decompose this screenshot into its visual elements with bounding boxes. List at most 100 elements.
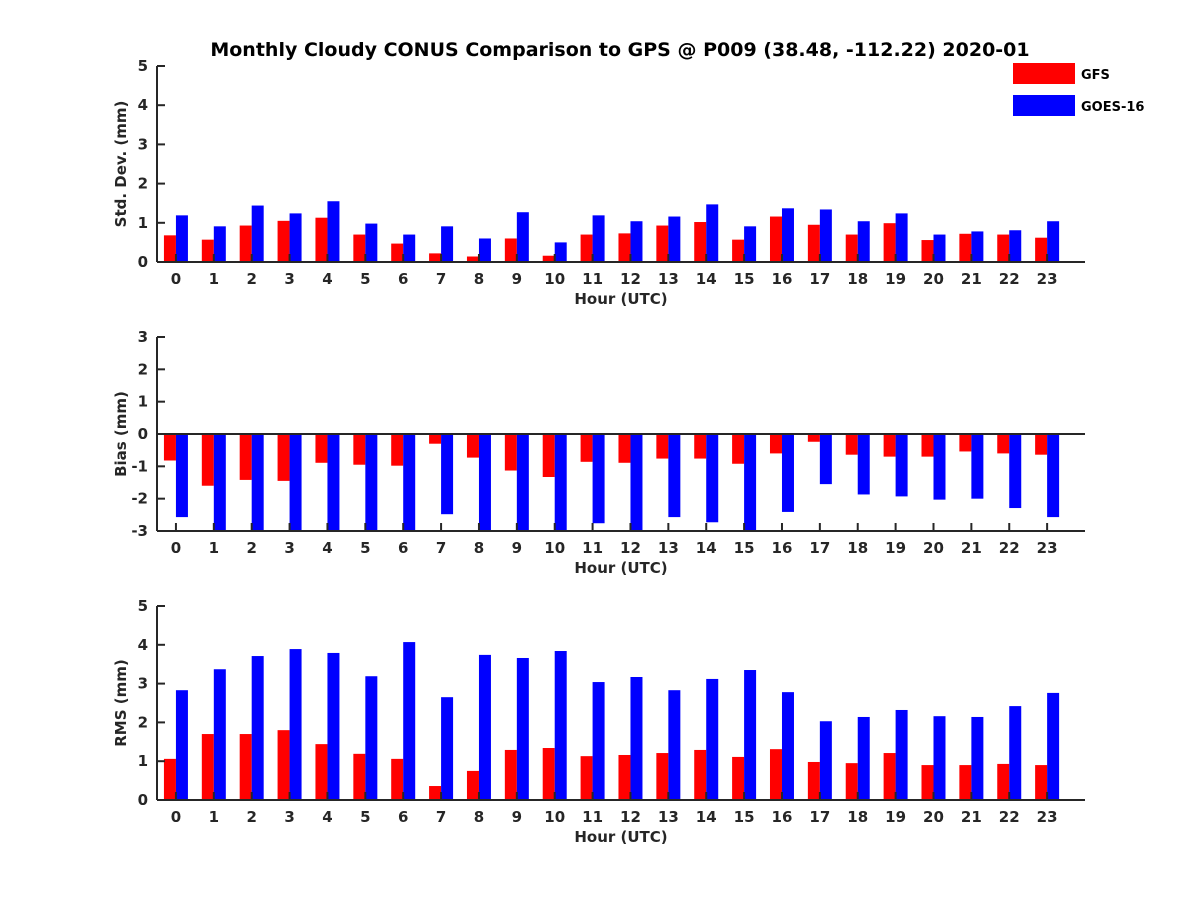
bar-gfs-0: [163, 758, 176, 800]
bar-gfs-15: [732, 756, 745, 800]
x-tick-label: 5: [360, 270, 370, 288]
x-tick-label: 9: [512, 808, 522, 826]
y-tick-label: 0: [138, 791, 148, 809]
y-tick-label: 3: [138, 675, 148, 693]
x-tick-label: 1: [209, 270, 219, 288]
bar-gfs-22: [997, 234, 1010, 262]
bar-goes-16-16: [781, 208, 794, 262]
bar-gfs-23: [1035, 237, 1048, 262]
bar-goes-16-7: [441, 697, 454, 800]
bar-goes-16-2: [251, 434, 264, 531]
bar-goes-16-20: [933, 716, 946, 800]
x-tick-label: 19: [885, 539, 906, 557]
bar-goes-16-18: [857, 221, 870, 262]
x-tick-label: 21: [961, 539, 982, 557]
x-tick-label: 8: [474, 539, 484, 557]
bar-goes-16-13: [668, 434, 681, 518]
x-tick-label: 4: [322, 539, 332, 557]
x-tick-label: 22: [999, 539, 1020, 557]
bar-gfs-14: [694, 222, 707, 262]
x-tick-label: 19: [885, 270, 906, 288]
bar-gfs-18: [845, 763, 858, 800]
bar-goes-16-9: [516, 657, 529, 800]
x-tick-label: 16: [772, 808, 793, 826]
bar-goes-16-19: [895, 434, 908, 497]
bar-goes-16-22: [1009, 434, 1022, 509]
bar-gfs-5: [353, 753, 366, 800]
x-tick-label: 18: [847, 270, 868, 288]
bar-gfs-8: [466, 770, 479, 800]
bar-gfs-9: [504, 434, 517, 471]
bar-goes-16-8: [478, 654, 491, 800]
x-tick-label: 3: [284, 539, 294, 557]
x-tick-label: 21: [961, 808, 982, 826]
x-tick-label: 2: [246, 808, 256, 826]
x-tick-label: 16: [772, 270, 793, 288]
bar-gfs-12: [618, 434, 631, 463]
bar-gfs-8: [466, 256, 479, 262]
x-tick-label: 22: [999, 808, 1020, 826]
bar-goes-16-0: [175, 690, 188, 800]
bar-goes-16-1: [213, 434, 226, 531]
bar-goes-16-15: [744, 434, 757, 531]
x-tick-label: 15: [734, 539, 755, 557]
x-tick-label: 2: [246, 539, 256, 557]
bar-goes-16-5: [365, 223, 378, 262]
bar-gfs-9: [504, 749, 517, 800]
x-tick-label: 2: [246, 270, 256, 288]
x-tick-label: 17: [809, 808, 830, 826]
bar-goes-16-11: [592, 434, 605, 524]
bar-gfs-20: [921, 434, 934, 457]
x-tick-label: 16: [772, 539, 793, 557]
bar-goes-16-16: [781, 692, 794, 800]
bar-gfs-0: [163, 434, 176, 461]
bar-goes-16-6: [403, 234, 416, 262]
bar-gfs-10: [542, 255, 555, 262]
bar-gfs-2: [239, 734, 252, 800]
bar-gfs-19: [883, 434, 896, 457]
bar-gfs-7: [429, 434, 442, 444]
bar-gfs-1: [201, 239, 214, 262]
bar-gfs-3: [277, 220, 290, 262]
bar-goes-16-8: [478, 434, 491, 531]
bar-gfs-14: [694, 434, 707, 459]
bar-goes-16-17: [819, 434, 832, 485]
bar-gfs-6: [391, 243, 404, 262]
x-tick-label: 7: [436, 808, 446, 826]
bar-gfs-4: [315, 217, 328, 262]
x-tick-label: 19: [885, 808, 906, 826]
x-tick-label: 20: [923, 539, 944, 557]
bar-goes-16-1: [213, 226, 226, 262]
bar-goes-16-18: [857, 434, 870, 495]
x-tick-label: 9: [512, 270, 522, 288]
bar-gfs-11: [580, 756, 593, 800]
bar-goes-16-21: [971, 716, 984, 800]
bar-gfs-14: [694, 749, 707, 800]
bar-gfs-21: [959, 233, 972, 262]
bar-gfs-7: [429, 786, 442, 800]
legend: GFS GOES-16: [1013, 63, 1144, 116]
x-tick-label: 9: [512, 539, 522, 557]
y-tick-label: 1: [138, 393, 148, 411]
bar-goes-16-3: [289, 213, 302, 262]
bar-goes-16-23: [1047, 434, 1060, 518]
x-tick-label: 5: [360, 808, 370, 826]
bar-goes-16-23: [1047, 221, 1060, 262]
bar-goes-16-12: [630, 677, 643, 800]
x-tick-label: 10: [544, 539, 565, 557]
x-tick-label: 18: [847, 808, 868, 826]
x-axis-label: Hour (UTC): [574, 290, 667, 308]
y-tick-label: 3: [138, 328, 148, 346]
y-axis-label: Std. Dev. (mm): [112, 101, 130, 228]
y-tick-label: 5: [138, 597, 148, 615]
bar-gfs-11: [580, 234, 593, 262]
bar-gfs-23: [1035, 765, 1048, 800]
legend-swatch-gfs: [1013, 63, 1075, 84]
x-tick-label: 12: [620, 539, 641, 557]
bar-goes-16-11: [592, 682, 605, 800]
bar-goes-16-14: [706, 434, 719, 523]
bar-goes-16-18: [857, 716, 870, 800]
x-tick-label: 15: [734, 270, 755, 288]
y-tick-label: -3: [131, 522, 148, 540]
